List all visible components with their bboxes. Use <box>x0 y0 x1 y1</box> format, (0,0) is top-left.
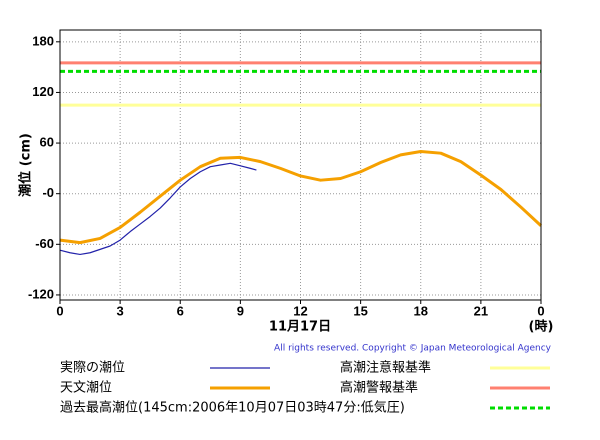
x-tick-label: 15 <box>353 303 367 318</box>
series-line <box>59 150 543 245</box>
y-tick-label: -120 <box>28 286 54 301</box>
legend-label: 実際の潮位 <box>60 360 125 376</box>
x-tick-label: 6 <box>177 303 184 318</box>
y-tick-label: 60 <box>40 135 54 150</box>
x-tick-label: 12 <box>293 303 307 318</box>
copyright: All rights reserved. Copyright © Japan M… <box>274 344 552 354</box>
y-tick-label: -60 <box>35 236 54 251</box>
x-tick-label: 3 <box>117 303 124 318</box>
y-axis-label: 潮位 (cm) <box>18 133 34 197</box>
x-axis-unit: (時) <box>529 319 554 335</box>
x-tick-label: 0 <box>537 303 544 318</box>
y-tick-label: 120 <box>32 84 54 99</box>
legend-label: 高潮注意報基準 <box>340 360 431 376</box>
x-tick-label: 18 <box>414 303 428 318</box>
legend-label: 天文潮位 <box>60 381 112 396</box>
x-tick-label: 9 <box>237 303 244 318</box>
x-axis-label: 11月17日 <box>269 320 331 335</box>
legend-label: 高潮警報基準 <box>340 380 418 396</box>
x-tick-label: 0 <box>56 303 63 318</box>
y-tick-label: 180 <box>32 33 54 48</box>
y-tick-label: -0 <box>42 185 54 200</box>
plot-frame <box>59 29 542 301</box>
legend-label: 過去最高潮位(145cm:2006年10月07日03時47分:低気圧) <box>60 400 405 416</box>
series-line <box>59 162 257 256</box>
x-tick-label: 21 <box>474 303 488 318</box>
